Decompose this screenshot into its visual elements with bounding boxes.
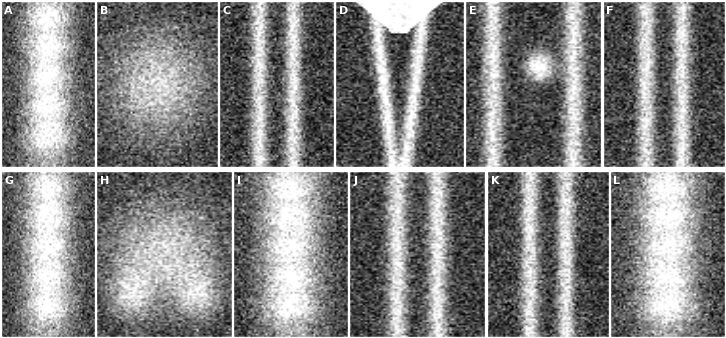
Text: F: F xyxy=(606,6,614,16)
Text: L: L xyxy=(613,176,621,186)
Text: D: D xyxy=(339,6,348,16)
Text: G: G xyxy=(4,176,13,186)
Text: A: A xyxy=(4,6,13,16)
Text: E: E xyxy=(470,6,477,16)
Text: K: K xyxy=(491,176,499,186)
Text: B: B xyxy=(99,6,108,16)
Text: I: I xyxy=(237,176,241,186)
Text: C: C xyxy=(223,6,231,16)
Text: J: J xyxy=(354,176,357,186)
Text: H: H xyxy=(100,176,110,186)
